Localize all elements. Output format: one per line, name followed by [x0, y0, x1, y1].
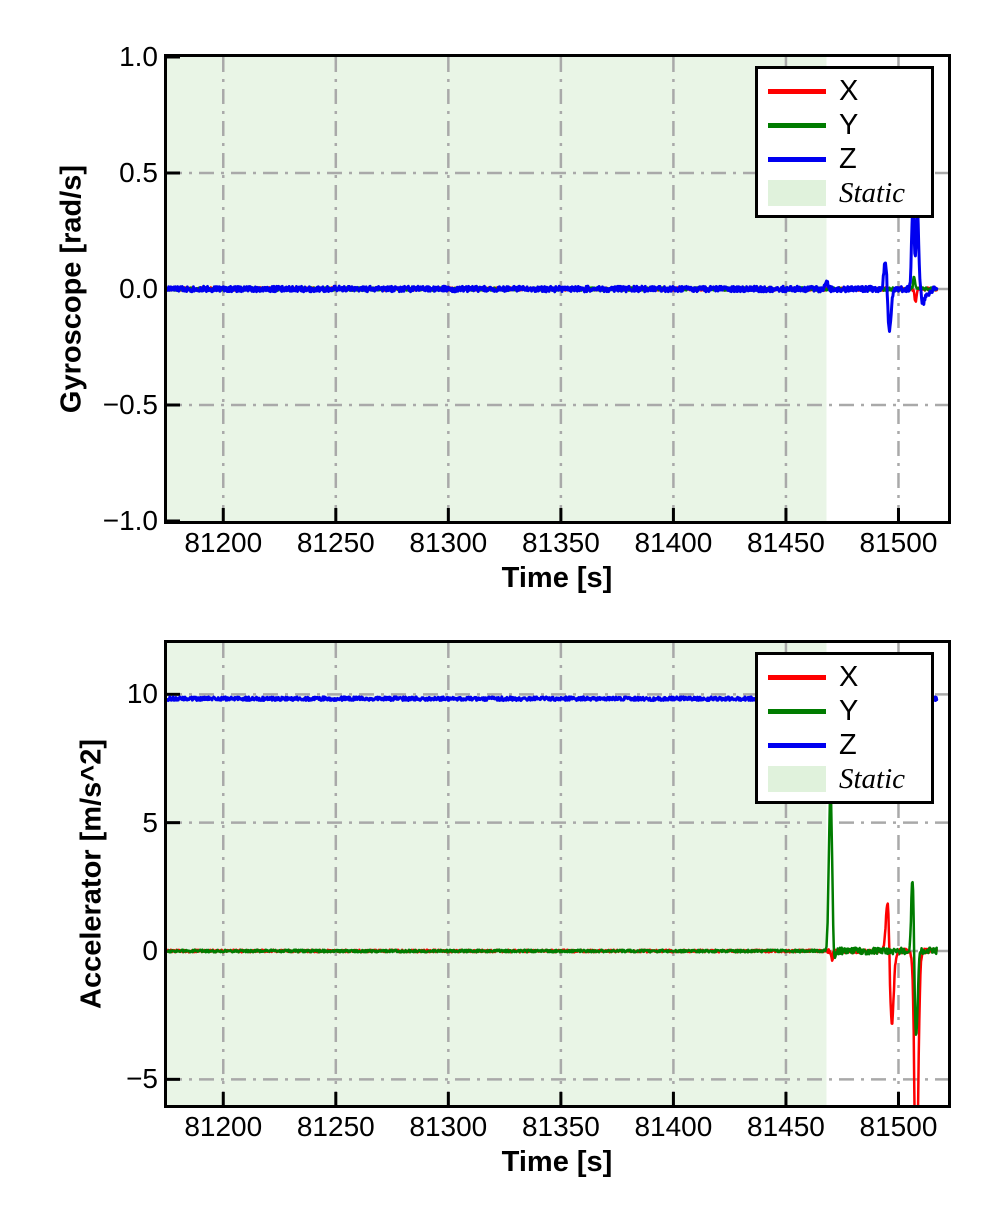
x-tick-label: 81450 — [747, 1111, 825, 1142]
legend-item-y: Y — [768, 108, 921, 142]
legend-label: X — [839, 75, 859, 107]
y-tick-label: −1.0 — [102, 505, 158, 536]
x-tick-label: 81500 — [859, 527, 938, 558]
y-tick-label: 0.0 — [119, 273, 158, 304]
gyroscope-x-axis-label: Time [s] — [501, 562, 613, 594]
legend-swatch-y-line-icon — [768, 708, 826, 714]
accelerator-series-y — [167, 787, 938, 1036]
gyroscope-series-z — [167, 202, 939, 333]
legend-swatch-y-line-icon — [768, 122, 826, 128]
legend-label: Y — [839, 109, 859, 141]
legend-item-x: X — [768, 74, 921, 108]
legend-item-static: Static — [768, 176, 921, 210]
legend-label: Z — [839, 143, 857, 175]
x-tick-label: 81200 — [184, 1111, 263, 1142]
accelerator-legend: X Y Z Static — [755, 652, 934, 804]
legend-label: X — [839, 661, 859, 693]
x-tick-label: 81250 — [296, 1111, 375, 1142]
legend-swatch-static-patch-icon — [768, 180, 826, 206]
x-tick-label: 81300 — [409, 1111, 488, 1142]
legend-item-z: Z — [768, 728, 921, 762]
legend-label: Static — [839, 763, 906, 795]
legend-label: Static — [839, 177, 906, 209]
x-tick-label: 81400 — [634, 527, 713, 558]
legend-swatch-static-patch-icon — [768, 766, 826, 792]
x-tick-label: 81200 — [184, 527, 263, 558]
legend-label: Z — [839, 729, 857, 761]
accelerator-x-axis-label: Time [s] — [501, 1146, 613, 1178]
y-tick-label: 0 — [142, 935, 158, 966]
legend-item-x: X — [768, 660, 921, 694]
legend-swatch-x-line-icon — [768, 674, 826, 680]
y-tick-label: −5 — [126, 1063, 158, 1095]
x-tick-label: 81500 — [859, 1111, 938, 1142]
y-tick-label: −0.5 — [102, 389, 158, 420]
y-tick-label: 1.0 — [119, 41, 158, 72]
legend-item-static: Static — [768, 762, 921, 796]
x-tick-label: 81350 — [521, 1111, 600, 1142]
y-tick-label: 10 — [126, 678, 158, 710]
x-tick-label: 81400 — [634, 1111, 713, 1142]
legend-item-y: Y — [768, 694, 921, 728]
gyroscope-legend: X Y Z Static — [755, 66, 934, 218]
x-tick-label: 81350 — [521, 527, 600, 558]
x-tick-label: 81250 — [296, 527, 375, 558]
legend-swatch-z-line-icon — [768, 156, 826, 162]
legend-swatch-x-line-icon — [768, 88, 826, 94]
legend-swatch-z-line-icon — [768, 742, 826, 748]
legend-label: Y — [839, 695, 859, 727]
accelerator-y-axis-label: Accelerator [m/s^2] — [75, 739, 108, 1009]
legend-item-z: Z — [768, 142, 921, 176]
accelerator-plot-area — [164, 640, 951, 1108]
y-tick-label: 5 — [142, 806, 158, 838]
static-region-shading — [167, 643, 827, 1105]
x-tick-label: 81450 — [747, 527, 825, 558]
x-tick-label: 81300 — [409, 527, 488, 558]
y-tick-label: 0.5 — [119, 157, 158, 188]
accelerator-plot-canvas — [167, 643, 948, 1105]
